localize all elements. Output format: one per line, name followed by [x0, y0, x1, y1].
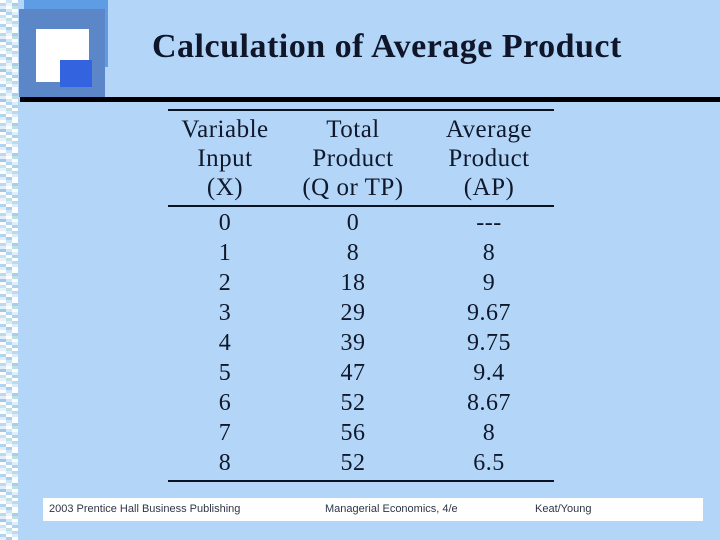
table-row: 0 0 --- [168, 208, 554, 238]
table-cell: 3 [218, 300, 232, 326]
table-row: 3 29 9.67 [168, 298, 554, 328]
footer-publisher: 2003 Prentice Hall Business Publishing [49, 503, 241, 515]
table-cell: 56 [340, 420, 366, 446]
table-row: 6 52 8.67 [168, 388, 554, 418]
table-body: 0 0 --- 1 8 8 2 18 9 3 29 9.67 4 39 9.75 5 47 9.4 6 52 8.67 7… [168, 207, 554, 482]
logo-royal-square [60, 60, 92, 87]
table-cell: 7 [218, 420, 232, 446]
table-cell: 52 [340, 450, 366, 476]
footer-authors: Keat/Young [535, 503, 592, 515]
footer-book-title: Managerial Economics, 4/e [325, 503, 458, 515]
table-cell: 9.75 [467, 330, 511, 356]
table-cell: 6.5 [473, 450, 505, 476]
table-cell: 4 [218, 330, 232, 356]
table-header-row: Variable Input (X) Total Product (Q or TP) Ave… [168, 109, 554, 207]
table-cell: 18 [340, 270, 366, 296]
column-header: Average Product (AP) [445, 116, 533, 201]
table-cell: 1 [218, 240, 232, 266]
table-cell: 8 [482, 420, 496, 446]
table-cell: 39 [340, 330, 366, 356]
column-header: Total Product (Q or TP) [302, 116, 404, 201]
table-cell: 5 [218, 360, 232, 386]
table-cell: --- [476, 210, 502, 236]
mosaic-border-decoration [0, 0, 18, 540]
table-cell: 6 [218, 390, 232, 416]
slide-title: Calculation of Average Product [152, 28, 622, 65]
table-cell: 8 [346, 240, 360, 266]
table-row: 4 39 9.75 [168, 328, 554, 358]
table-row: 2 18 9 [168, 268, 554, 298]
table-cell: 0 [218, 210, 232, 236]
title-divider-line [20, 97, 720, 102]
footer-bar: 2003 Prentice Hall Business Publishing M… [43, 498, 703, 521]
table-cell: 52 [340, 390, 366, 416]
table-row: 1 8 8 [168, 238, 554, 268]
table-cell: 8 [482, 240, 496, 266]
table-cell: 2 [218, 270, 232, 296]
table-cell: 8 [218, 450, 232, 476]
table-row: 7 56 8 [168, 418, 554, 448]
table-cell: 9.67 [467, 300, 511, 326]
table-cell: 8.67 [467, 390, 511, 416]
table-row: 5 47 9.4 [168, 358, 554, 388]
table-cell: 47 [340, 360, 366, 386]
average-product-table: Variable Input (X) Total Product (Q or TP) Ave… [168, 109, 554, 482]
table-cell: 9.4 [473, 360, 505, 386]
table-cell: 0 [346, 210, 360, 236]
table-cell: 29 [340, 300, 366, 326]
table-row: 8 52 6.5 [168, 448, 554, 478]
table-cell: 9 [482, 270, 496, 296]
column-header: Variable Input (X) [181, 116, 269, 201]
